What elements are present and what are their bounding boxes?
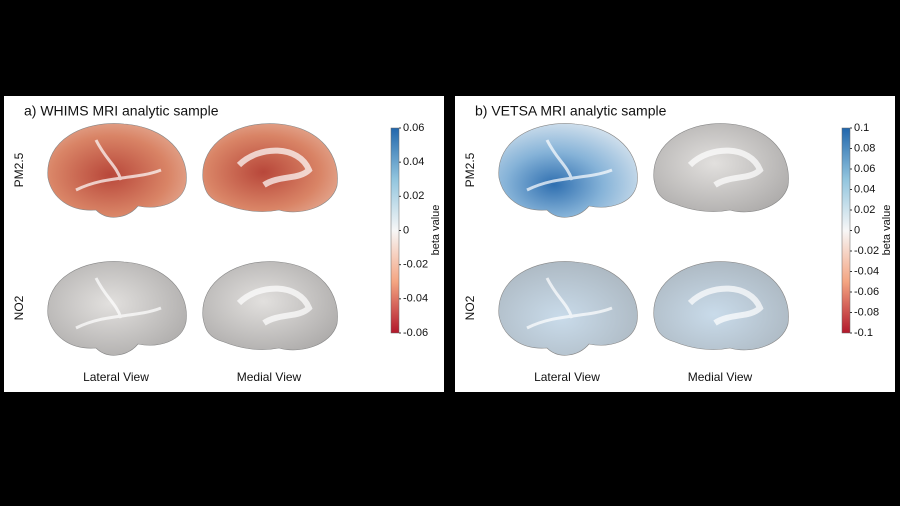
panel-title: b) VETSA MRI analytic sample: [475, 103, 667, 119]
brain-medial: [653, 261, 789, 351]
colorbar-tick-label: -0.04: [403, 293, 428, 305]
colorbar-tick-label: -0.06: [403, 327, 428, 339]
colorbar: [390, 127, 400, 334]
row-label: PM2.5: [463, 152, 477, 187]
colorbar-tick-label: -0.02: [854, 245, 879, 257]
brain-fold: [75, 277, 162, 330]
brain-fold: [236, 285, 313, 326]
colorbar-tick-label: 0.08: [854, 142, 875, 154]
colorbar-tick-label: -0.08: [854, 306, 879, 318]
colorbar: [841, 127, 851, 334]
column-label: Lateral View: [83, 370, 149, 384]
brain-medial: [653, 123, 789, 213]
colorbar-label: beta value: [881, 205, 893, 256]
brain-fold: [687, 147, 764, 188]
colorbar-tick-label: 0.04: [854, 183, 875, 195]
column-label: Medial View: [688, 370, 753, 384]
brain-fold: [687, 285, 764, 326]
colorbar-label: beta value: [430, 205, 442, 256]
colorbar-tick-label: 0.06: [403, 122, 424, 134]
colorbar-tick-label: -0.1: [854, 327, 873, 339]
column-label: Lateral View: [534, 370, 600, 384]
row-label: PM2.5: [12, 152, 26, 187]
colorbar-tick-label: 0: [854, 224, 860, 236]
colorbar-tick-label: -0.02: [403, 259, 428, 271]
brain-medial: [202, 261, 338, 351]
colorbar-tick-label: 0.06: [854, 163, 875, 175]
brain-medial: [202, 123, 338, 213]
panel-title: a) WHIMS MRI analytic sample: [24, 103, 219, 119]
row-label: NO2: [463, 295, 477, 320]
brain-fold: [526, 139, 613, 192]
colorbar-tick-label: 0.1: [854, 122, 869, 134]
colorbar-tick-label: -0.06: [854, 286, 879, 298]
brain-fold: [526, 277, 613, 330]
row-label: NO2: [12, 295, 26, 320]
column-label: Medial View: [237, 370, 302, 384]
colorbar-tick-label: 0: [403, 224, 409, 236]
colorbar-tick-label: -0.04: [854, 265, 879, 277]
colorbar-tick-label: 0.02: [403, 190, 424, 202]
brain-fold: [236, 147, 313, 188]
brain-fold: [75, 139, 162, 192]
colorbar-tick-label: 0.04: [403, 156, 424, 168]
colorbar-tick-label: 0.02: [854, 204, 875, 216]
